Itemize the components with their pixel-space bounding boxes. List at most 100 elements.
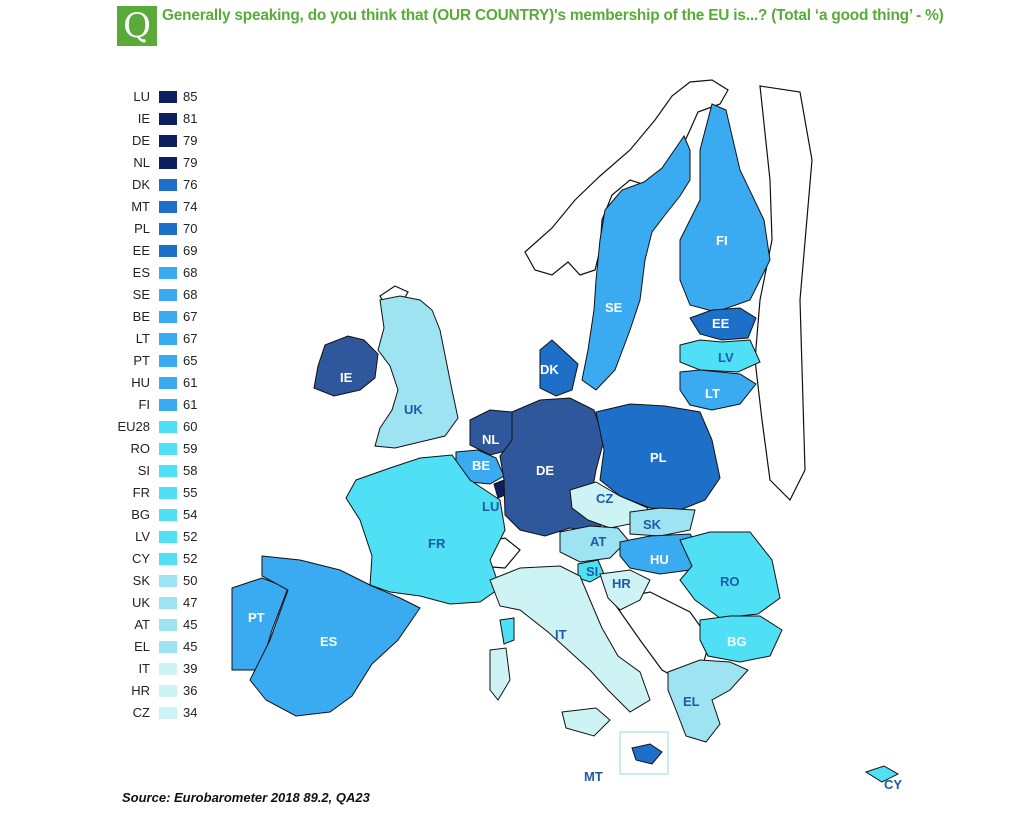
country-el xyxy=(667,659,749,743)
label-it: IT xyxy=(555,627,567,642)
legend-swatch xyxy=(159,223,177,235)
country-it-sicily xyxy=(561,707,611,737)
legend-row-sk: SK 50 xyxy=(100,572,220,590)
legend-code: IT xyxy=(138,661,150,676)
country-it-sardinia xyxy=(489,647,511,701)
country-ie xyxy=(313,335,379,397)
legend-code: FR xyxy=(132,485,150,500)
legend-swatch xyxy=(159,201,177,213)
legend-swatch xyxy=(159,641,177,653)
legend-value: 61 xyxy=(183,397,198,412)
legend-swatch xyxy=(159,289,177,301)
legend-swatch xyxy=(159,487,177,499)
legend-swatch xyxy=(159,377,177,389)
legend-code: PT xyxy=(133,353,150,368)
legend-swatch xyxy=(159,553,177,565)
legend-code: FI xyxy=(138,397,150,412)
legend-row-se: SE 68 xyxy=(100,286,220,304)
label-bg: BG xyxy=(727,634,747,649)
label-at: AT xyxy=(590,534,606,549)
legend-value: 68 xyxy=(183,287,198,302)
label-pt: PT xyxy=(248,610,265,625)
legend-code: NL xyxy=(133,155,150,170)
label-ee: EE xyxy=(712,316,730,331)
legend-swatch xyxy=(159,113,177,125)
legend-row-pl: PL 70 xyxy=(100,220,220,238)
legend-swatch xyxy=(159,597,177,609)
legend-code: EE xyxy=(132,243,150,258)
country-hr xyxy=(599,569,651,611)
legend-value: 70 xyxy=(183,221,198,236)
legend-swatch xyxy=(159,531,177,543)
label-se: SE xyxy=(605,300,623,315)
label-ro: RO xyxy=(720,574,740,589)
country-at xyxy=(559,525,629,563)
legend-swatch xyxy=(159,685,177,697)
legend-value: 45 xyxy=(183,639,198,654)
label-cy: CY xyxy=(884,777,902,792)
legend-value: 69 xyxy=(183,243,198,258)
legend-row-at: AT 45 xyxy=(100,616,220,634)
country-se xyxy=(581,134,691,391)
legend-value: 52 xyxy=(183,529,198,544)
legend-swatch xyxy=(159,509,177,521)
legend-value: 68 xyxy=(183,265,198,280)
legend-value: 55 xyxy=(183,485,198,500)
legend-row-lu: LU 85 xyxy=(100,88,220,106)
legend-row-hu: HU 61 xyxy=(100,374,220,392)
legend-value: 39 xyxy=(183,661,198,676)
label-sk: SK xyxy=(643,517,662,532)
legend-row-it: IT 39 xyxy=(100,660,220,678)
legend-swatch xyxy=(159,663,177,675)
legend-code: LV xyxy=(135,529,150,544)
map-labels: FI SE EE LV LT DK IE UK NL BE LU DE PL C… xyxy=(248,233,902,792)
legend-swatch xyxy=(159,245,177,257)
legend-row-lt: LT 67 xyxy=(100,330,220,348)
legend-code: PL xyxy=(134,221,150,236)
label-si: SI xyxy=(586,564,598,579)
country-es xyxy=(249,555,421,717)
legend-row-cz: CZ 34 xyxy=(100,704,220,722)
non-eu-land xyxy=(379,79,813,681)
legend-swatch xyxy=(159,311,177,323)
country-ro xyxy=(679,531,781,619)
label-ie: IE xyxy=(340,370,353,385)
legend-code: DE xyxy=(131,133,150,148)
legend-code: HU xyxy=(131,375,150,390)
legend-value: 52 xyxy=(183,551,198,566)
legend-value: 61 xyxy=(183,375,198,390)
legend-swatch xyxy=(159,619,177,631)
label-fr: FR xyxy=(428,536,446,551)
legend-row-nl: NL 79 xyxy=(100,154,220,172)
legend-row-dk: DK 76 xyxy=(100,176,220,194)
label-es: ES xyxy=(320,634,338,649)
legend-value: 79 xyxy=(183,133,198,148)
country-lv xyxy=(679,339,761,373)
label-hr: HR xyxy=(612,576,631,591)
legend-code: DK xyxy=(131,177,150,192)
legend-row-be: BE 67 xyxy=(100,308,220,326)
legend-swatch xyxy=(159,443,177,455)
country-fr-corsica xyxy=(499,617,515,645)
legend-code: CZ xyxy=(132,705,150,720)
legend-value: 76 xyxy=(183,177,198,192)
legend-row-mt: MT 74 xyxy=(100,198,220,216)
legend-row-fr: FR 55 xyxy=(100,484,220,502)
label-lt: LT xyxy=(705,386,720,401)
legend-code: CY xyxy=(131,551,150,566)
legend-swatch xyxy=(159,575,177,587)
legend-code: EL xyxy=(134,639,150,654)
legend-swatch xyxy=(159,421,177,433)
legend-row-eu28: EU28 60 xyxy=(100,418,220,436)
legend-value: 85 xyxy=(183,89,198,104)
legend-value: 74 xyxy=(183,199,198,214)
legend-code: RO xyxy=(130,441,151,456)
label-hu: HU xyxy=(650,552,669,567)
russia-east-shape xyxy=(754,85,813,502)
label-mt: MT xyxy=(584,769,603,784)
question-badge: Q xyxy=(117,6,157,46)
legend-value: 54 xyxy=(183,507,198,522)
legend-row-de: DE 79 xyxy=(100,132,220,150)
country-dk xyxy=(539,339,579,397)
legend-code: HR xyxy=(131,683,150,698)
